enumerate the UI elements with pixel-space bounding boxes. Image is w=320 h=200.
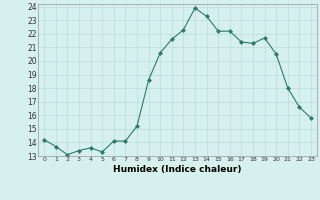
X-axis label: Humidex (Indice chaleur): Humidex (Indice chaleur): [113, 165, 242, 174]
